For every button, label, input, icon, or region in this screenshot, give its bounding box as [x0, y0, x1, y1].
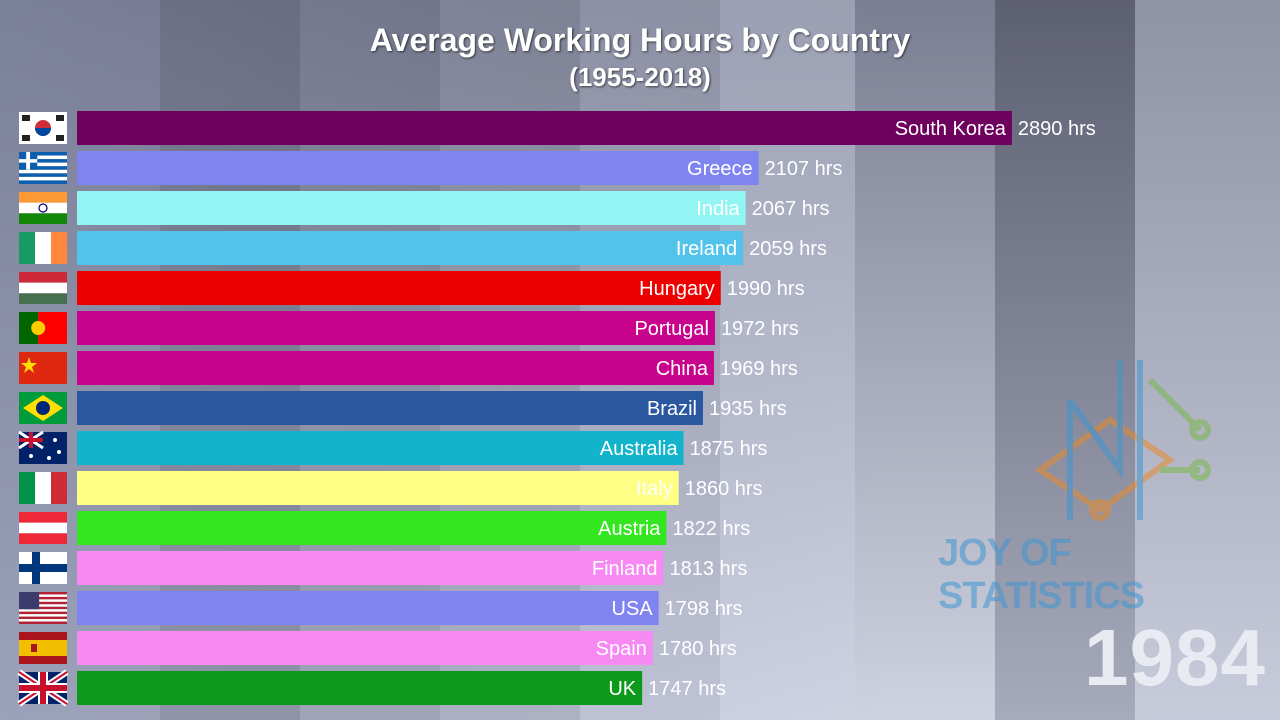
bar-label-austria: Austria: [598, 518, 661, 540]
value-label-uk: 1747 hrs: [648, 678, 726, 700]
bar-ireland: [77, 231, 744, 265]
year-label: 1984: [1084, 613, 1266, 702]
bar-italy: [77, 471, 679, 505]
flag-india-icon: [19, 192, 67, 224]
flag-austria-icon: [19, 512, 67, 544]
bar-label-hungary: Hungary: [639, 278, 715, 300]
value-label-south-korea: 2890 hrs: [1018, 118, 1096, 140]
value-label-brazil: 1935 hrs: [709, 398, 787, 420]
flag-spain-icon: [19, 632, 67, 664]
chart-title: Average Working Hours by Country: [369, 22, 911, 58]
flag-portugal-icon: [19, 312, 67, 344]
bar-china: [77, 351, 714, 385]
flag-australia-icon: [18, 430, 67, 464]
value-label-portugal: 1972 hrs: [721, 318, 799, 340]
bar-uk: [77, 671, 643, 705]
bar-finland: [77, 551, 664, 585]
value-label-italy: 1860 hrs: [685, 478, 763, 500]
flag-south-korea-icon: [19, 112, 67, 144]
flag-finland-icon: [19, 552, 67, 584]
flag-brazil-icon: [19, 392, 67, 424]
flag-uk-icon: [17, 669, 69, 707]
joy-of-statistics-logo: [1034, 360, 1211, 521]
watermark-text: JOY OF STATISTICS: [938, 532, 1145, 617]
flag-italy-icon: [19, 472, 67, 504]
flag-china-icon: [19, 352, 67, 384]
bar-label-spain: Spain: [596, 638, 647, 660]
bar-label-uk: UK: [608, 678, 636, 700]
bar-south-korea: [77, 111, 1012, 145]
bar-label-india: India: [696, 198, 740, 220]
bar-label-china: China: [656, 358, 709, 380]
value-label-ireland: 2059 hrs: [749, 238, 827, 260]
bar-portugal: [77, 311, 715, 345]
bar-label-italy: Italy: [636, 478, 673, 500]
value-label-finland: 1813 hrs: [670, 558, 748, 580]
bar-label-portugal: Portugal: [634, 318, 709, 340]
bar-hungary: [77, 271, 721, 305]
bar-spain: [77, 631, 653, 665]
value-label-hungary: 1990 hrs: [727, 278, 805, 300]
value-label-china: 1969 hrs: [720, 358, 798, 380]
value-label-greece: 2107 hrs: [765, 158, 843, 180]
bar-label-usa: USA: [612, 598, 654, 620]
value-label-austria: 1822 hrs: [672, 518, 750, 540]
bar-label-south-korea: South Korea: [895, 118, 1007, 140]
bar-austria: [77, 511, 667, 545]
bar-greece: [77, 151, 759, 185]
bar-label-finland: Finland: [592, 558, 658, 580]
value-label-australia: 1875 hrs: [690, 438, 768, 460]
value-label-spain: 1780 hrs: [659, 638, 737, 660]
flag-usa-icon: [19, 592, 67, 624]
bar-australia: [77, 431, 684, 465]
value-label-usa: 1798 hrs: [665, 598, 743, 620]
bar-label-ireland: Ireland: [676, 238, 737, 260]
flag-ireland-icon: [19, 232, 67, 264]
chart-subtitle: (1955-2018): [569, 62, 711, 92]
bar-label-greece: Greece: [687, 158, 753, 180]
flag-hungary-icon: [19, 272, 67, 304]
flag-greece-icon: [19, 152, 67, 184]
bar-label-brazil: Brazil: [647, 398, 697, 420]
bar-usa: [77, 591, 659, 625]
value-label-india: 2067 hrs: [752, 198, 830, 220]
bar-brazil: [77, 391, 703, 425]
bar-india: [77, 191, 746, 225]
bar-label-australia: Australia: [600, 438, 679, 460]
